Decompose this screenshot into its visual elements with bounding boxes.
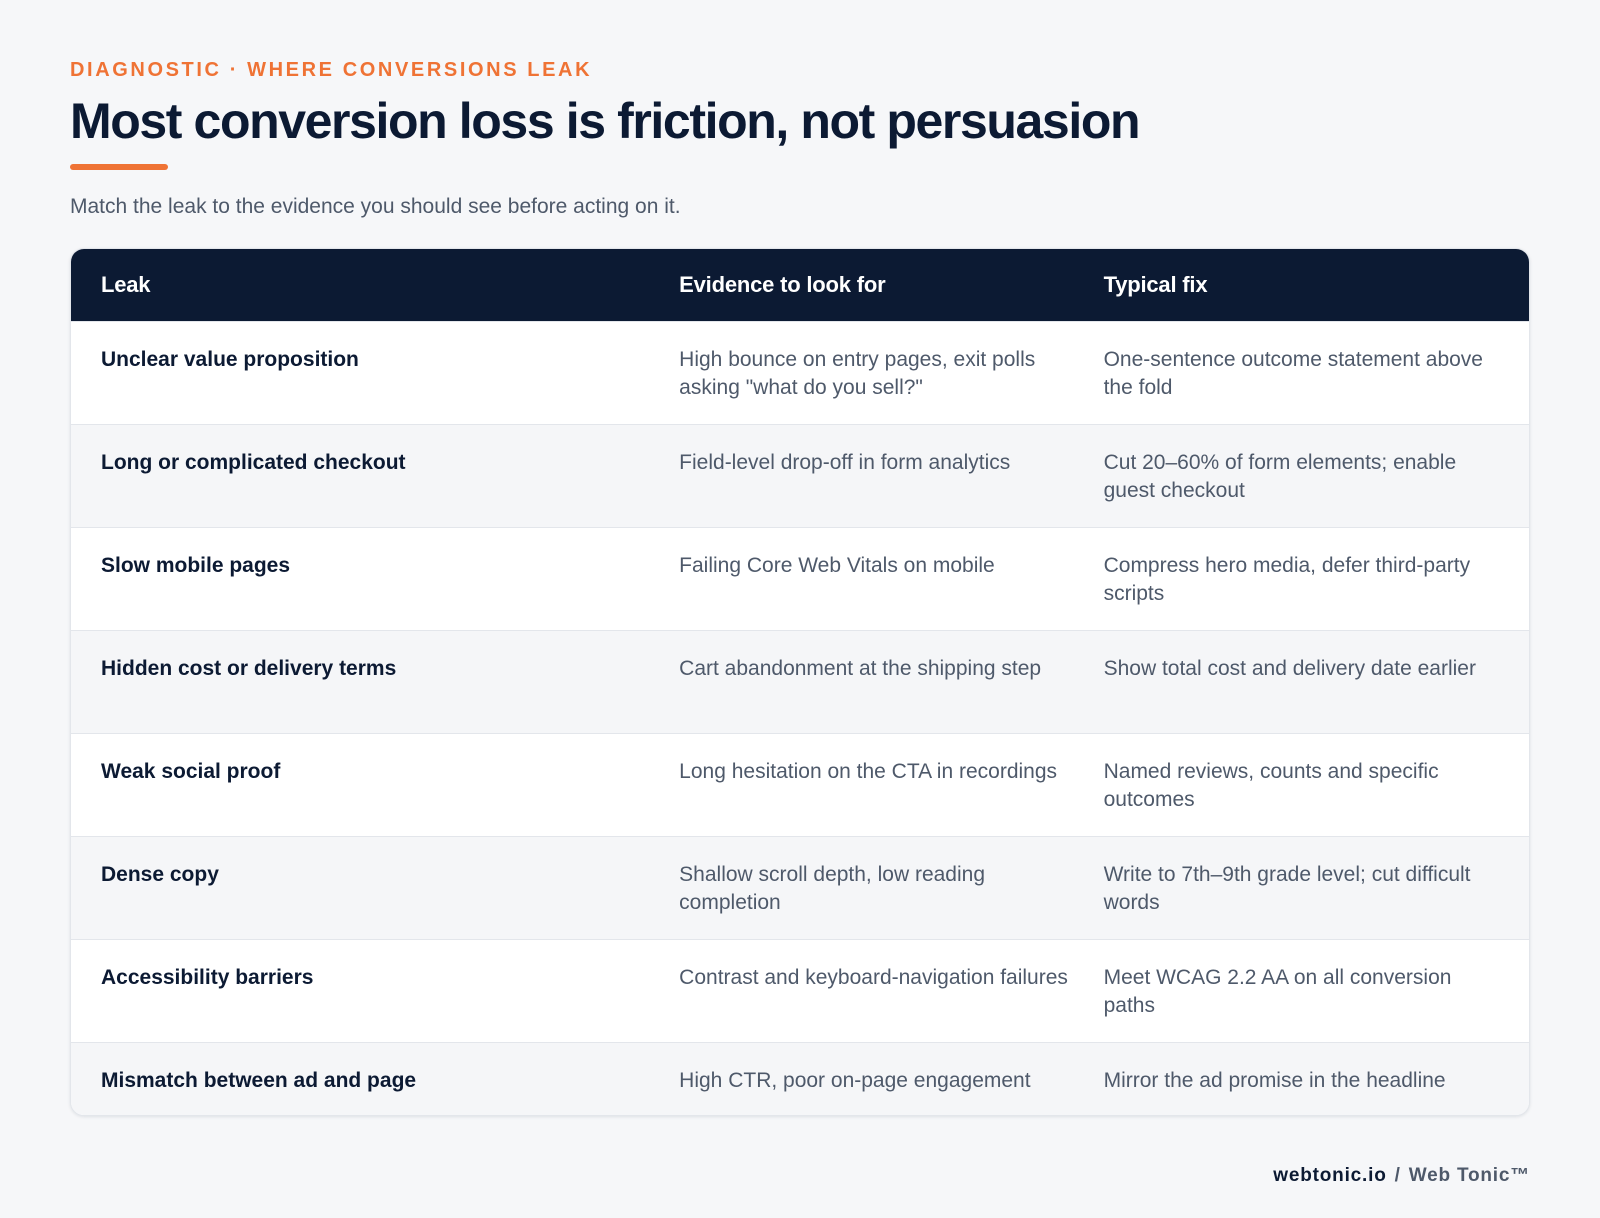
cell-leak: Mismatch between ad and page: [101, 1069, 417, 1092]
cell-evidence: Long hesitation on the CTA in recordings: [679, 760, 1058, 783]
cell-fix: One-sentence outcome statement above the…: [1103, 348, 1483, 399]
column-header-evidence: Evidence to look for: [679, 272, 886, 297]
cell-evidence: Cart abandonment at the shipping step: [679, 657, 1042, 680]
page-title: Most conversion loss is friction, not pe…: [70, 93, 1141, 149]
table-row: Mismatch between ad and page High CTR, p…: [71, 1042, 1529, 1115]
leak-table: Leak Evidence to look for Typical fix Un…: [70, 248, 1530, 1116]
title-underline: [70, 164, 168, 170]
cell-fix: Named reviews, counts and specific outco…: [1103, 760, 1439, 811]
footer-credit: webtonic.io / Web Tonic™: [1273, 1164, 1530, 1188]
cell-leak: Dense copy: [101, 863, 219, 886]
cell-evidence: High CTR, poor on-page engagement: [679, 1069, 1031, 1092]
cell-evidence: Contrast and keyboard-navigation failure…: [679, 966, 1068, 989]
cell-leak: Hidden cost or delivery terms: [101, 657, 397, 680]
table-row: Slow mobile pages Failing Core Web Vital…: [71, 527, 1529, 630]
table-header: Leak Evidence to look for Typical fix: [71, 249, 1529, 321]
cell-leak: Long or complicated checkout: [101, 451, 406, 474]
footer-separator: /: [1394, 1165, 1401, 1186]
cell-leak: Weak social proof: [101, 760, 281, 783]
column-header-fix: Typical fix: [1103, 272, 1208, 297]
eyebrow-label: DIAGNOSTIC · WHERE CONVERSIONS LEAK: [70, 59, 593, 81]
table-row: Hidden cost or delivery terms Cart aband…: [71, 630, 1529, 733]
table-row: Unclear value proposition High bounce on…: [71, 321, 1529, 424]
footer-brand: Web Tonic™: [1408, 1165, 1530, 1186]
cell-leak: Accessibility barriers: [101, 966, 314, 989]
page: DIAGNOSTIC · WHERE CONVERSIONS LEAK Most…: [70, 58, 1530, 1116]
footer-domain: webtonic.io: [1273, 1165, 1387, 1186]
table-row: Long or complicated checkout Field-level…: [71, 424, 1529, 527]
cell-fix: Compress hero media, defer third-party s…: [1103, 554, 1471, 605]
cell-leak: Slow mobile pages: [101, 554, 291, 577]
table-row: Dense copy Shallow scroll depth, low rea…: [71, 836, 1529, 939]
cell-leak: Unclear value proposition: [101, 348, 359, 371]
cell-fix: Meet WCAG 2.2 AA on all conversion paths: [1103, 966, 1452, 1017]
page-subtitle: Match the leak to the evidence you shoul…: [70, 195, 681, 218]
table-row: Weak social proof Long hesitation on the…: [71, 733, 1529, 836]
cell-fix: Write to 7th–9th grade level; cut diffic…: [1103, 863, 1471, 914]
cell-fix: Show total cost and delivery date earlie…: [1103, 657, 1476, 680]
cell-fix: Cut 20–60% of form elements; enable gues…: [1103, 451, 1457, 502]
cell-evidence: Shallow scroll depth, low reading comple…: [679, 863, 986, 914]
cell-evidence: High bounce on entry pages, exit polls a…: [679, 348, 1036, 399]
column-header-leak: Leak: [101, 272, 151, 297]
table-row: Accessibility barriers Contrast and keyb…: [71, 939, 1529, 1042]
cell-fix: Mirror the ad promise in the headline: [1103, 1069, 1446, 1092]
cell-evidence: Field-level drop-off in form analytics: [679, 451, 1011, 474]
cell-evidence: Failing Core Web Vitals on mobile: [679, 554, 995, 577]
